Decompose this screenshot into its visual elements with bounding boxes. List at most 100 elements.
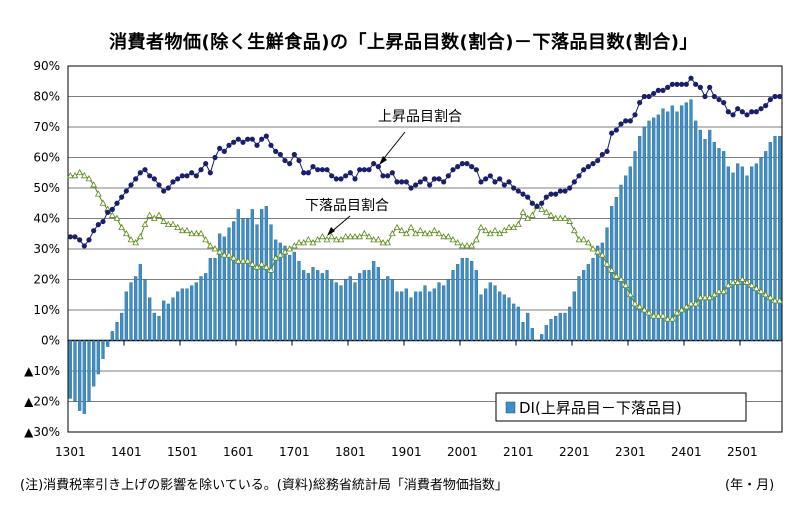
rise-point	[413, 182, 419, 188]
di-bar	[96, 340, 100, 375]
rise-point	[646, 93, 652, 100]
annotation-arrowhead	[327, 227, 335, 236]
fall-point	[570, 226, 578, 234]
x-tick-label: 1901	[391, 445, 422, 459]
di-bar	[157, 315, 161, 341]
rise-point	[217, 145, 223, 151]
di-bar	[82, 340, 86, 414]
fall-point	[276, 251, 284, 258]
fall-point	[374, 236, 382, 243]
fall-point	[272, 254, 280, 261]
rise-point	[175, 176, 181, 182]
di-bar	[73, 340, 77, 402]
rise-point	[310, 164, 316, 170]
fall-point	[678, 306, 686, 313]
y-tick-label: 50%	[33, 181, 60, 195]
fall-point	[127, 236, 135, 243]
di-bar	[577, 276, 581, 341]
di-bar	[516, 306, 520, 341]
fall-point	[118, 223, 126, 231]
di-bar	[652, 117, 656, 341]
di-bar	[731, 172, 735, 341]
fall-point	[486, 229, 494, 237]
fall-point	[556, 214, 564, 221]
rise-point	[665, 84, 671, 90]
di-bar	[596, 245, 600, 341]
fall-point	[94, 190, 102, 197]
di-bar	[726, 166, 730, 341]
fall-point	[752, 284, 760, 292]
rise-point	[100, 218, 106, 225]
di-bar	[610, 206, 614, 341]
di-bar	[367, 270, 371, 341]
fall-point	[542, 208, 550, 215]
rise-point	[422, 176, 428, 182]
rise-point	[725, 109, 731, 115]
di-bar	[236, 209, 240, 341]
legend-swatch	[505, 401, 516, 414]
fall-point	[183, 226, 191, 234]
di-bar	[521, 322, 525, 341]
di-bar	[568, 306, 572, 341]
fall-point	[155, 211, 163, 218]
di-bar	[101, 340, 105, 359]
di-bar	[106, 340, 110, 347]
rise-point	[716, 96, 722, 103]
rise-point	[763, 103, 769, 109]
rise-point	[198, 167, 204, 173]
di-bar	[404, 288, 408, 341]
annotation-arrow	[380, 131, 406, 163]
di-bar	[526, 312, 530, 341]
fall-point	[71, 171, 79, 179]
di-bar	[302, 270, 306, 341]
rise-point	[352, 176, 358, 182]
di-bar	[148, 297, 152, 341]
fall-point	[771, 297, 779, 304]
fall-point	[192, 229, 200, 237]
fall-point	[356, 232, 364, 240]
fall-point	[346, 232, 354, 240]
fall-point	[598, 251, 606, 258]
di-bar	[68, 340, 72, 399]
di-bar	[666, 111, 670, 341]
rise-point	[273, 148, 279, 154]
fall-point	[66, 171, 74, 179]
fall-point	[640, 306, 648, 313]
fall-point	[608, 266, 616, 273]
rise-point	[72, 234, 78, 240]
di-bar	[134, 276, 138, 341]
annotation-rise: 上昇品目割合	[378, 108, 462, 125]
di-bar	[376, 267, 380, 341]
di-bar	[274, 239, 278, 341]
di-bar	[348, 276, 352, 341]
y-tick-label: 40%	[33, 212, 60, 226]
rise-point	[707, 84, 713, 90]
fall-point	[206, 242, 214, 249]
x-tick-label: 2401	[671, 445, 702, 459]
di-bar	[124, 291, 128, 341]
rise-point	[688, 75, 694, 81]
di-bar	[502, 294, 506, 341]
di-bar	[208, 257, 212, 341]
rise-point	[679, 81, 685, 87]
fall-point	[458, 242, 466, 249]
di-bar	[311, 267, 315, 341]
rise-point	[506, 179, 512, 185]
rise-point	[282, 157, 288, 164]
fall-point	[510, 223, 518, 231]
di-bar	[759, 157, 763, 341]
di-bar	[120, 312, 124, 341]
y-tick-label: 60%	[33, 151, 60, 165]
rise-point	[142, 167, 148, 173]
di-bar	[493, 285, 497, 341]
rise-point	[655, 87, 661, 93]
fall-point	[169, 220, 177, 228]
fall-point	[547, 211, 555, 218]
di-bar	[465, 257, 469, 341]
di-bar	[288, 254, 292, 341]
legend-box	[495, 392, 747, 422]
rise-point	[385, 173, 391, 179]
rise-point	[548, 191, 554, 197]
rise-point	[599, 151, 605, 158]
fall-point	[99, 199, 107, 206]
